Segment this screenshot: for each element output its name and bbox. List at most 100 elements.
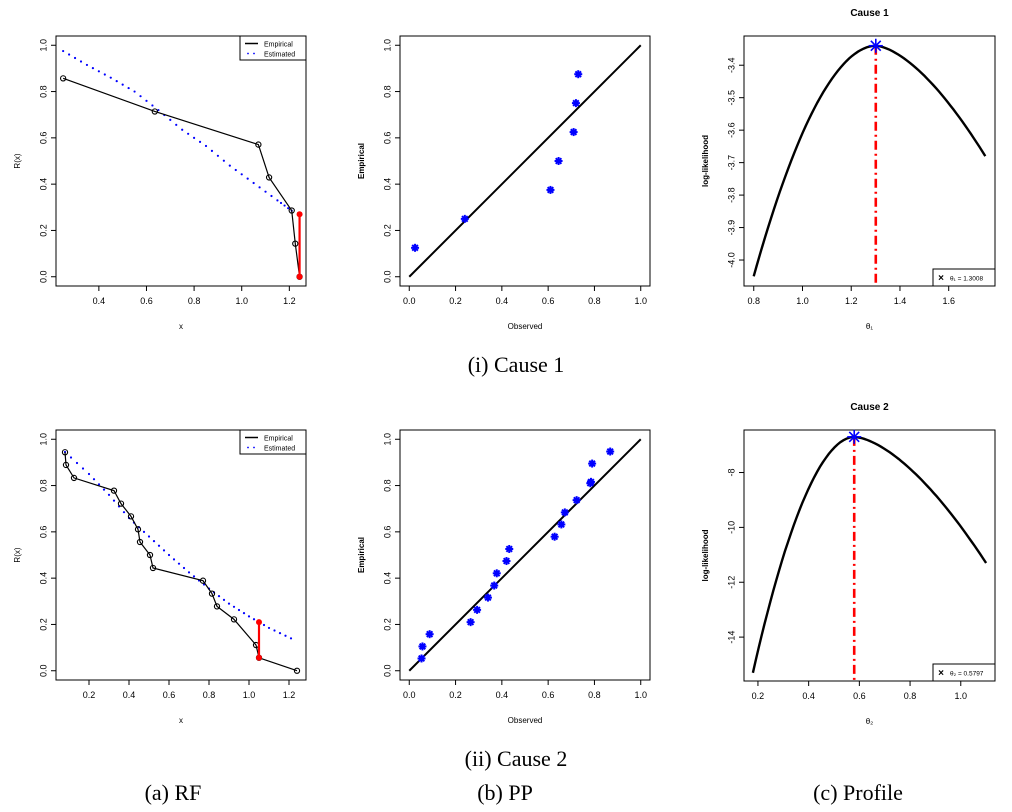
x-tick-label: 0.0	[403, 690, 416, 700]
legend: Empirical Estimated	[239, 429, 307, 455]
likelihood-curve	[751, 435, 988, 674]
estimated-dot	[187, 571, 191, 574]
empirical-point	[134, 526, 142, 533]
x-tick-label: 0.6	[163, 690, 176, 700]
x-tick-label: 0.4	[123, 690, 136, 700]
empirical-point	[292, 240, 299, 247]
panel-rf2: 0.2 0.4 0.6 0.8 1.0 1.2 0.0 0.2 0.4 0.6 0.8 1.0 x R(x…	[13, 429, 307, 725]
estimated-dot	[122, 511, 126, 514]
legend-marker-icon: ×	[938, 273, 944, 284]
plot-frame	[743, 429, 996, 682]
estimated-dot	[222, 159, 225, 162]
y-tick-label: -3.5	[726, 90, 736, 106]
pp-point-core	[462, 216, 468, 222]
estimated-dot	[115, 80, 118, 83]
estimated-dot	[252, 618, 256, 621]
x-tick-label: 0.8	[904, 691, 917, 701]
x-tick-label: 0.8	[588, 296, 601, 306]
estimated-dot	[152, 540, 156, 543]
y-tick-label: 0.4	[38, 178, 48, 191]
empirical-point	[61, 449, 69, 456]
estimated-dot	[67, 53, 71, 56]
estimated-dot	[204, 144, 208, 148]
caption-col-b: (b) PP	[477, 780, 533, 805]
mle-marker-stroke	[870, 40, 882, 52]
legend-label-estimated: Estimated	[264, 52, 295, 59]
empirical-point	[62, 461, 70, 469]
pp-point	[606, 447, 615, 456]
estimated-dot	[91, 67, 95, 70]
highlight-point	[296, 273, 303, 280]
estimated-dot	[177, 562, 181, 565]
estimated-dot	[75, 461, 79, 465]
y-tick-label: 0.2	[382, 224, 392, 237]
estimated-dot	[227, 602, 231, 605]
estimated-dot	[270, 194, 273, 198]
empirical-line	[62, 77, 301, 277]
x-axis-label: Observed	[508, 716, 543, 725]
estimated-dot	[232, 605, 236, 608]
estimated-dot	[216, 154, 220, 157]
reference-line	[408, 44, 642, 278]
x-tick-label: 1.0	[634, 296, 647, 306]
pp-point	[505, 544, 514, 553]
legend-label-empirical: Empirical	[264, 436, 293, 443]
estimated-dot	[237, 608, 241, 612]
y-axis-label: R(x)	[13, 547, 22, 562]
empirical-point	[117, 500, 125, 507]
pp-point	[425, 630, 434, 639]
estimated-dot	[121, 83, 124, 86]
pp-point	[554, 157, 563, 165]
empirical-point	[265, 174, 273, 181]
estimated-dot	[240, 173, 243, 176]
panel-prof1: 0.8 1.0 1.2 1.4 1.6 -4.0 -3.9 -3.8 -3.7 -3.6 -3.5 -…	[701, 8, 996, 331]
pp-point-core	[607, 449, 613, 455]
pp-point	[569, 128, 578, 137]
y-tick-label: 0.2	[38, 224, 48, 237]
pp-point-core	[491, 583, 497, 589]
y-tick-label: 0.4	[382, 572, 392, 585]
y-tick-label: -3.4	[726, 57, 736, 73]
estimated-dot	[246, 177, 249, 180]
estimated-dot	[139, 95, 142, 98]
y-tick-label: -3.7	[726, 155, 736, 171]
estimated-dot	[228, 164, 231, 167]
estimated-dot	[172, 558, 176, 561]
y-tick-label: 1.0	[38, 39, 48, 52]
legend: × θ₂ = 0.5797	[932, 663, 996, 682]
estimated-dot	[81, 467, 85, 470]
y-tick-label: -4.0	[726, 252, 736, 268]
estimated-dot	[187, 132, 190, 135]
y-tick-label: -10	[726, 521, 736, 534]
pp-point	[546, 185, 555, 194]
empirical-point	[146, 551, 154, 559]
pp-point-core	[468, 619, 474, 625]
estimated-dot	[273, 629, 276, 632]
pp-point	[586, 477, 595, 486]
estimated-dot	[182, 566, 186, 570]
pp-point-core	[506, 546, 512, 552]
estimated-dot	[192, 136, 196, 139]
empirical-point	[110, 487, 118, 494]
pp-point-core	[419, 655, 425, 661]
x-tick-label: 0.4	[496, 296, 509, 306]
empirical-point	[199, 577, 207, 584]
pp-point-core	[412, 245, 418, 251]
plot-frame	[399, 429, 651, 681]
estimated-dot	[145, 99, 148, 102]
x-tick-label: 0.2	[449, 296, 462, 306]
estimated-dot	[222, 598, 226, 601]
y-tick-label: -12	[726, 576, 736, 589]
estimated-dot	[264, 190, 267, 193]
estimated-dot	[97, 70, 100, 73]
x-tick-label: 0.6	[853, 691, 866, 701]
estimated-dot	[127, 86, 130, 90]
panel-pp1: 0.0 0.2 0.4 0.6 0.8 1.0 0.0 0.2 0.4 0.6 0.8 1.0 Obse…	[357, 35, 651, 331]
y-tick-label: 0.6	[38, 526, 48, 539]
x-axis-label: x	[179, 716, 183, 725]
y-tick-label: 1.0	[382, 433, 392, 446]
estimated-dot	[79, 60, 83, 63]
estimated-dot	[283, 204, 286, 207]
x-tick-label: 0.8	[188, 296, 201, 306]
y-axis-label: Empirical	[357, 537, 366, 573]
